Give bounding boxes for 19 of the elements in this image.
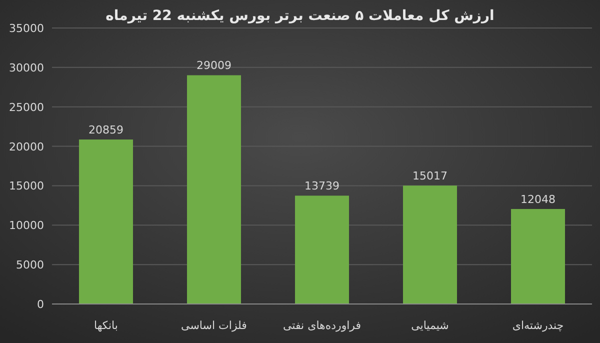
y-tick-label: 10000 (9, 219, 44, 232)
y-tick-label: 0 (37, 298, 44, 311)
data-label: 12048 (520, 192, 556, 206)
x-tick-label: فلزات اساسی (181, 319, 247, 332)
x-tick-label: فراورده‌های نفتی (282, 319, 362, 332)
x-tick-label: شیمیایی (411, 319, 449, 332)
y-tick-label: 5000 (16, 258, 44, 272)
y-tick-label: 20000 (9, 140, 44, 154)
data-label: 13739 (304, 180, 340, 193)
y-tick-label: 35000 (9, 22, 44, 35)
data-label: 29009 (196, 59, 232, 72)
y-tick-label: 15000 (9, 180, 44, 193)
y-tick-label: 25000 (9, 100, 44, 114)
x-tick-label: چندرشته‌ای (512, 319, 564, 332)
data-label: 15017 (412, 170, 448, 183)
x-tick-label: بانکها (94, 319, 118, 332)
chart-title: ارزش کل معاملات ۵ صنعت برتر بورس یکشنبه 22 تیرماه (106, 8, 494, 24)
data-label: 20859 (88, 124, 124, 137)
y-tick-label: 30000 (9, 61, 44, 74)
